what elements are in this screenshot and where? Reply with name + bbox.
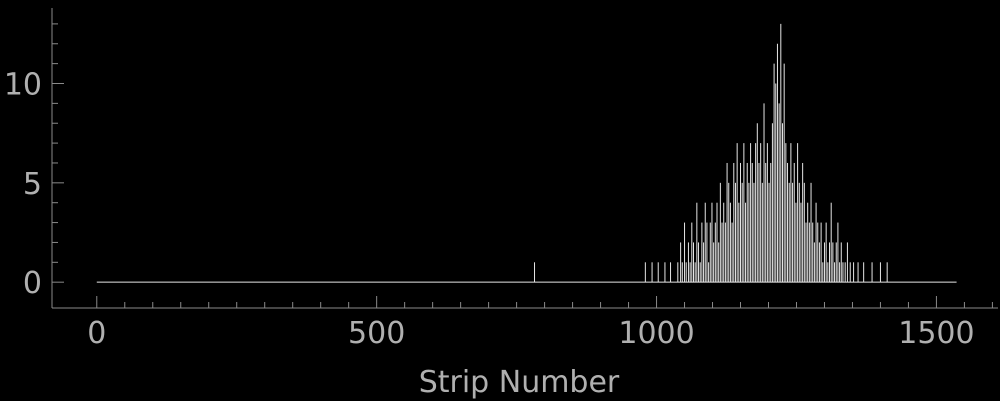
bars — [534, 23, 888, 283]
axes — [51, 8, 998, 309]
y-tick-label: 0 — [23, 266, 42, 301]
y-tick-label: 5 — [23, 167, 42, 202]
tick-labels: 0 500 1000 1500 0 5 10 — [4, 67, 975, 351]
x-tick-label: 500 — [348, 316, 405, 351]
x-tick-label: 0 — [87, 316, 106, 351]
ticks — [52, 23, 993, 308]
x-tick-label: 1500 — [898, 316, 974, 351]
x-tick-label: 1000 — [618, 316, 694, 351]
y-tick-label: 10 — [4, 67, 42, 102]
x-axis-title: Strip Number — [419, 365, 620, 400]
